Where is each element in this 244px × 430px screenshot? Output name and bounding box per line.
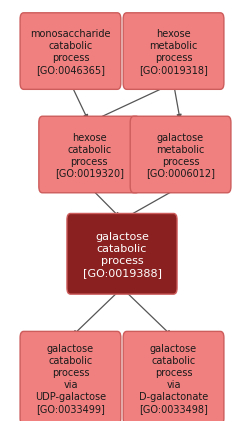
Text: galactose
catabolic
process
via
D-galactonate
[GO:0033498]: galactose catabolic process via D-galact… — [139, 343, 208, 413]
FancyBboxPatch shape — [20, 332, 121, 424]
FancyBboxPatch shape — [123, 14, 224, 90]
FancyBboxPatch shape — [20, 14, 121, 90]
FancyBboxPatch shape — [130, 117, 231, 194]
Text: hexose
catabolic
process
[GO:0019320]: hexose catabolic process [GO:0019320] — [55, 132, 124, 178]
FancyBboxPatch shape — [123, 332, 224, 424]
Text: galactose
catabolic
process
[GO:0019388]: galactose catabolic process [GO:0019388] — [82, 231, 162, 277]
FancyBboxPatch shape — [39, 117, 140, 194]
Text: hexose
metabolic
process
[GO:0019318]: hexose metabolic process [GO:0019318] — [139, 29, 208, 75]
Text: galactose
catabolic
process
via
UDP-galactose
[GO:0033499]: galactose catabolic process via UDP-gala… — [35, 343, 106, 413]
Text: galactose
metabolic
process
[GO:0006012]: galactose metabolic process [GO:0006012] — [146, 132, 215, 178]
FancyBboxPatch shape — [67, 214, 177, 295]
Text: monosaccharide
catabolic
process
[GO:0046365]: monosaccharide catabolic process [GO:004… — [30, 29, 111, 75]
